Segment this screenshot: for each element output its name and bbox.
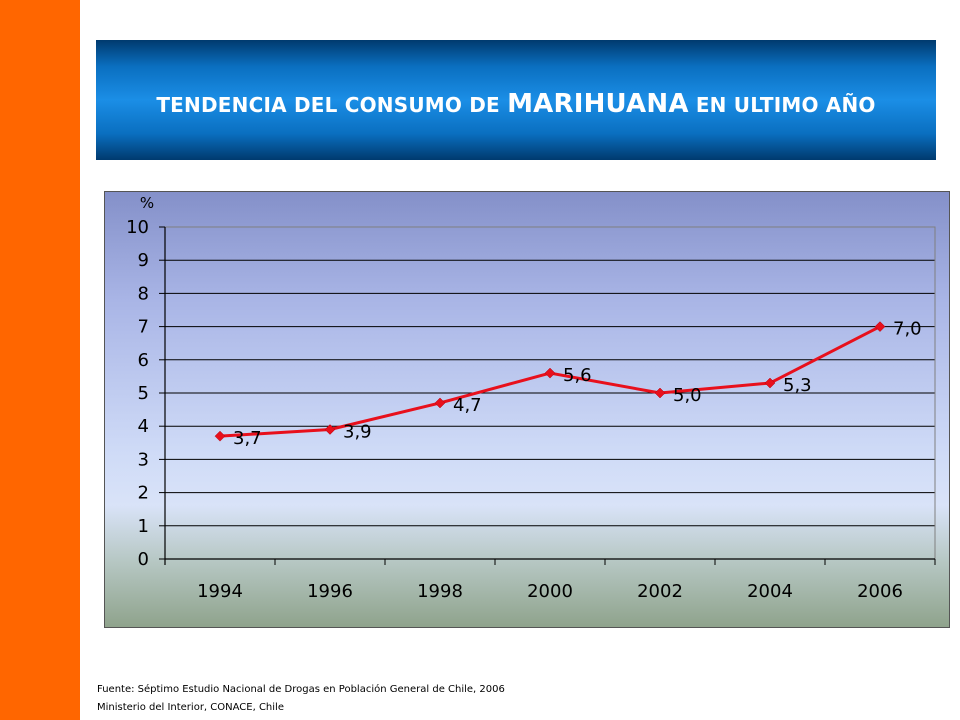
y-tick-label: 9 [138, 250, 149, 271]
data-point [434, 397, 446, 409]
data-point [214, 430, 226, 442]
data-label: 5,0 [673, 385, 702, 406]
x-tick-label: 2004 [747, 581, 793, 602]
y-tick-label: 3 [138, 449, 149, 470]
chart-area [104, 191, 950, 628]
source-line-2: Ministerio del Interior, CONACE, Chile [97, 702, 284, 713]
y-tick-label: 6 [138, 350, 149, 371]
data-label: 5,3 [783, 375, 812, 396]
orange-side-bar [0, 0, 80, 720]
y-tick-label: 2 [138, 483, 149, 504]
y-tick-label: 5 [138, 383, 149, 404]
data-label: 7,0 [893, 319, 922, 340]
data-label: 4,7 [453, 395, 482, 416]
page-title: TENDENCIA DEL CONSUMO DE MARIHUANA EN UL… [156, 89, 875, 119]
x-tick-label: 1994 [197, 581, 243, 602]
data-point [764, 377, 776, 389]
title-banner: TENDENCIA DEL CONSUMO DE MARIHUANA EN UL… [96, 40, 936, 160]
x-tick-label: 1996 [307, 581, 353, 602]
y-tick-label: 1 [138, 516, 149, 537]
y-tick-label: 10 [126, 217, 149, 238]
data-point [654, 387, 666, 399]
title-highlight: MARIHUANA [507, 89, 689, 119]
x-tick-label: 2000 [527, 581, 573, 602]
x-tick-label: 1998 [417, 581, 463, 602]
title-part2: EN ULTIMO AÑO [688, 93, 876, 117]
data-label: 5,6 [563, 365, 592, 386]
data-label: 3,7 [233, 428, 262, 449]
data-point [324, 424, 336, 435]
data-label: 3,9 [343, 422, 372, 443]
y-tick-label: 7 [138, 317, 149, 338]
y-tick-label: 8 [138, 283, 149, 304]
y-tick-label: 4 [138, 416, 149, 437]
series-line [219, 325, 881, 438]
source-line-1: Fuente: Séptimo Estudio Nacional de Drog… [97, 684, 505, 695]
y-tick-label: 0 [138, 549, 149, 570]
x-tick-label: 2006 [857, 581, 903, 602]
x-tick-label: 2002 [637, 581, 683, 602]
data-point [544, 367, 556, 379]
y-axis-label: % [140, 194, 154, 212]
title-part1: TENDENCIA DEL CONSUMO DE [156, 93, 508, 117]
data-point [874, 321, 886, 332]
